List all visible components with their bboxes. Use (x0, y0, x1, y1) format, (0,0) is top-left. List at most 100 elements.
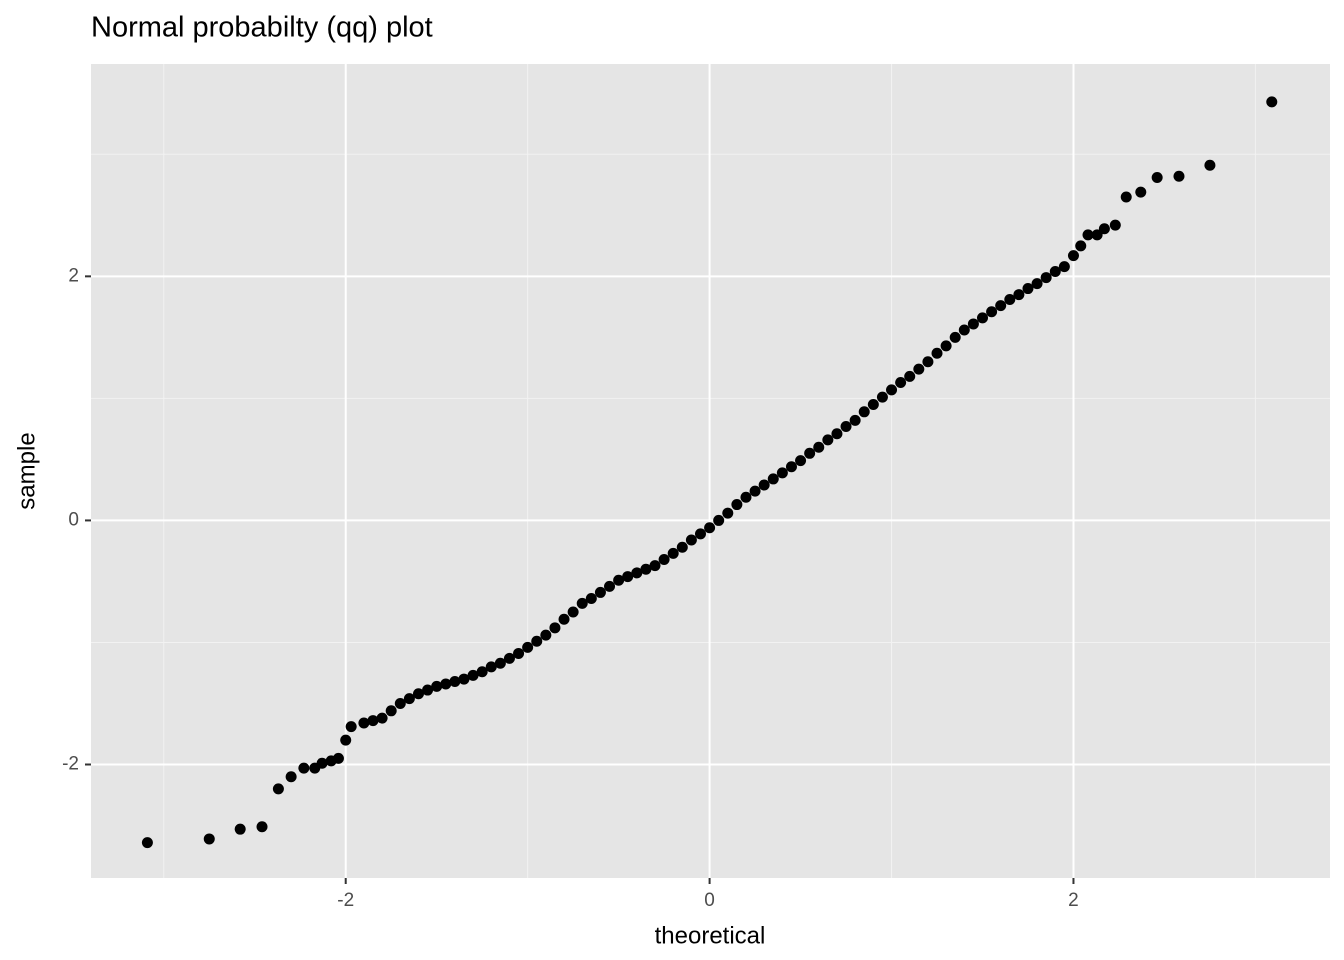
point (385, 705, 397, 717)
point (631, 567, 643, 579)
point (1266, 96, 1278, 108)
point (967, 318, 979, 330)
point (758, 479, 770, 491)
point (1098, 223, 1110, 235)
point (913, 363, 925, 375)
point (767, 473, 779, 485)
point (704, 522, 716, 534)
point (558, 613, 570, 625)
point (1013, 289, 1025, 301)
point (1109, 219, 1121, 231)
point (1067, 250, 1079, 262)
point (940, 340, 952, 352)
point (394, 697, 406, 709)
x-tick-label: 2 (1068, 890, 1079, 911)
point (1120, 191, 1132, 203)
point (567, 606, 579, 618)
point (531, 635, 543, 647)
point (503, 652, 515, 664)
point (540, 629, 552, 641)
point (549, 622, 561, 634)
point (1135, 186, 1147, 198)
point (298, 762, 310, 774)
point (522, 641, 534, 653)
point (358, 717, 370, 729)
point (813, 441, 825, 453)
point (604, 580, 616, 592)
point (412, 688, 424, 700)
point (203, 833, 215, 845)
point (822, 434, 834, 446)
point (976, 312, 988, 324)
x-tick-label: 0 (704, 890, 715, 911)
point (795, 455, 807, 467)
x-tick-label: -2 (337, 890, 354, 911)
point (622, 571, 634, 583)
point (876, 391, 888, 403)
point (1004, 294, 1016, 306)
point (804, 447, 816, 459)
point (958, 324, 970, 336)
point (785, 461, 797, 473)
point (640, 563, 652, 575)
point (1151, 171, 1163, 183)
point (713, 514, 725, 526)
y-tick-label: -2 (62, 754, 79, 775)
point (316, 757, 328, 769)
point (676, 541, 688, 553)
point (667, 547, 679, 559)
point (776, 467, 788, 479)
point (922, 356, 934, 368)
point (332, 752, 344, 764)
point (440, 678, 452, 690)
point (849, 414, 861, 426)
point (272, 783, 284, 795)
point (1031, 278, 1043, 290)
point (1091, 229, 1103, 241)
point (1022, 283, 1034, 295)
y-axis-title: sample (13, 432, 40, 509)
point (649, 560, 661, 572)
point (476, 666, 488, 678)
point (731, 499, 743, 511)
point (449, 676, 461, 688)
point (858, 406, 870, 418)
point (458, 673, 470, 685)
point (345, 721, 357, 733)
point (949, 331, 961, 343)
point (513, 647, 525, 659)
point (995, 300, 1007, 312)
point (895, 377, 907, 389)
point (1173, 170, 1185, 182)
point (285, 771, 297, 783)
point (694, 528, 706, 540)
point (256, 821, 268, 833)
y-tick-label: 0 (68, 509, 79, 530)
point (141, 837, 153, 849)
point (1049, 265, 1061, 277)
x-axis-title: theoretical (655, 922, 766, 949)
point (403, 693, 415, 705)
point (1082, 229, 1094, 241)
point (886, 384, 898, 396)
point (986, 306, 998, 318)
point (931, 347, 943, 359)
point (494, 657, 506, 669)
point (367, 715, 379, 727)
point (740, 491, 752, 503)
point (485, 661, 497, 673)
point (585, 593, 597, 605)
point (658, 553, 670, 565)
point (1040, 272, 1052, 284)
point (576, 597, 588, 609)
point (1075, 240, 1087, 252)
point (722, 507, 734, 519)
point (376, 712, 388, 724)
point (904, 370, 916, 382)
chart-title: Normal probabilty (qq) plot (91, 12, 433, 44)
point (685, 534, 697, 546)
point (594, 586, 606, 598)
point (1058, 261, 1070, 273)
